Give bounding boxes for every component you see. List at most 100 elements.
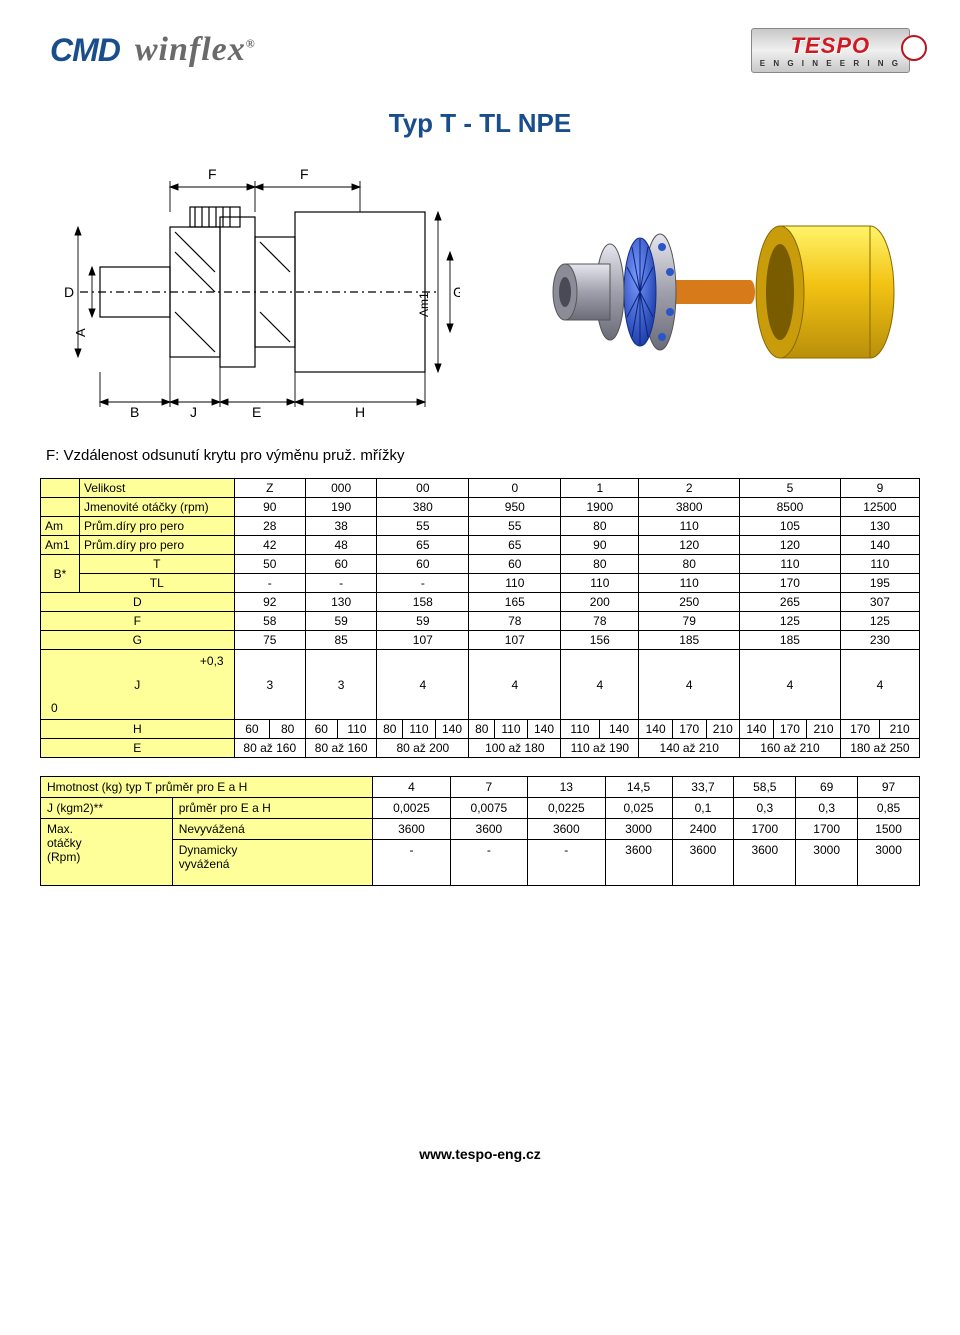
cell: 110 až 190 <box>561 739 639 758</box>
cell: 140 <box>840 536 919 555</box>
header-logos: CMD winflex® TESPO E N G I N E E R I N G <box>40 20 920 90</box>
cell: - <box>528 840 605 886</box>
cell: 00 <box>377 479 469 498</box>
cell: Z <box>234 479 305 498</box>
cell: 59 <box>305 612 376 631</box>
tespo-main: TESPO <box>760 33 901 59</box>
cell: 80 <box>270 720 306 739</box>
cell: 210 <box>880 720 920 739</box>
cell: 9 <box>840 479 919 498</box>
cell: 50 <box>234 555 305 574</box>
footer-link[interactable]: www.tespo-eng.cz <box>419 1146 541 1162</box>
cell: 80 <box>561 517 639 536</box>
cell: 1500 <box>858 819 920 840</box>
cell: 140 <box>599 720 639 739</box>
logos-left: CMD winflex® <box>50 31 256 69</box>
cell: 185 <box>740 631 841 650</box>
cell: 1 <box>561 479 639 498</box>
cell: 78 <box>561 612 639 631</box>
cell: 107 <box>469 631 561 650</box>
cell: 33,7 <box>672 777 734 798</box>
cell: 12500 <box>840 498 919 517</box>
cell: 3600 <box>373 819 450 840</box>
cell: 195 <box>840 574 919 593</box>
cell: 100 až 180 <box>469 739 561 758</box>
row-label: D <box>41 593 235 612</box>
row-label: E <box>41 739 235 758</box>
properties-table: Hmotnost (kg) typ T průměr pro E a H4713… <box>40 776 920 886</box>
cell: 0,3 <box>796 798 858 819</box>
cell: 210 <box>706 720 740 739</box>
cell: 48 <box>305 536 376 555</box>
cell: 90 <box>234 498 305 517</box>
cell: 0,3 <box>734 798 796 819</box>
row-label: Prům.díry pro pero <box>79 517 234 536</box>
dim-F2: F <box>300 166 309 182</box>
cell: 0,0025 <box>373 798 450 819</box>
row-label <box>41 498 80 517</box>
cell: 107 <box>377 631 469 650</box>
cell: 80 až 160 <box>234 739 305 758</box>
cell: - <box>377 574 469 593</box>
cell: 58 <box>234 612 305 631</box>
cell: 4 <box>740 650 841 720</box>
tespo-logo: TESPO E N G I N E E R I N G <box>751 28 910 73</box>
cell: 69 <box>796 777 858 798</box>
cell: 3000 <box>605 819 672 840</box>
cell: 307 <box>840 593 919 612</box>
row-label <box>41 479 80 498</box>
cell: 110 <box>840 555 919 574</box>
cell: 75 <box>234 631 305 650</box>
cell: 3 <box>234 650 305 720</box>
cell: 42 <box>234 536 305 555</box>
row-sublabel: Dynamickyvyvážená <box>172 840 373 886</box>
dim-F1: F <box>208 166 217 182</box>
cell: 80 až 200 <box>377 739 469 758</box>
cell: 230 <box>840 631 919 650</box>
winflex-logo: winflex® <box>135 31 256 69</box>
cell: 55 <box>377 517 469 536</box>
cell: 185 <box>639 631 740 650</box>
cell: 4 <box>469 650 561 720</box>
cell: 156 <box>561 631 639 650</box>
cell: 3600 <box>672 840 734 886</box>
cell: 125 <box>740 612 841 631</box>
cell: 8500 <box>740 498 841 517</box>
coupling-3d-render <box>540 177 920 407</box>
cell: 0,85 <box>858 798 920 819</box>
cell: 158 <box>377 593 469 612</box>
dim-E: E <box>252 404 261 420</box>
cell: 3600 <box>734 840 796 886</box>
cell: 78 <box>469 612 561 631</box>
cell: 170 <box>672 720 706 739</box>
cell: - <box>305 574 376 593</box>
cell: 170 <box>840 720 880 739</box>
cell: 140 <box>740 720 774 739</box>
cell: 140 až 210 <box>639 739 740 758</box>
cell: 85 <box>305 631 376 650</box>
row-sublabel: T <box>79 555 234 574</box>
technical-drawing: F F D A Am1 G B J E H <box>40 157 460 427</box>
cell: 3600 <box>450 819 527 840</box>
cell: 80 <box>639 555 740 574</box>
dim-D: D <box>64 284 74 300</box>
row-label: Am <box>41 517 80 536</box>
cell: 13 <box>528 777 605 798</box>
cell: 60 <box>469 555 561 574</box>
dim-J: J <box>190 404 197 420</box>
page-title: Typ T - TL NPE <box>40 108 920 139</box>
dimensions-table: VelikostZ0000001259Jmenovité otáčky (rpm… <box>40 478 920 758</box>
cell: 60 <box>305 720 337 739</box>
cell: 110 <box>403 720 436 739</box>
cell: 140 <box>527 720 561 739</box>
row-label: G <box>41 631 235 650</box>
dim-G: G <box>453 284 460 300</box>
diagrams-row: F F D A Am1 G B J E H <box>40 157 920 427</box>
cell: 14,5 <box>605 777 672 798</box>
cell: 210 <box>807 720 841 739</box>
row-label: Prům.díry pro pero <box>79 536 234 555</box>
tespo-head-icon <box>901 35 927 61</box>
dim-B: B <box>130 404 139 420</box>
cell: 3600 <box>605 840 672 886</box>
cmd-logo: CMD <box>50 32 120 69</box>
